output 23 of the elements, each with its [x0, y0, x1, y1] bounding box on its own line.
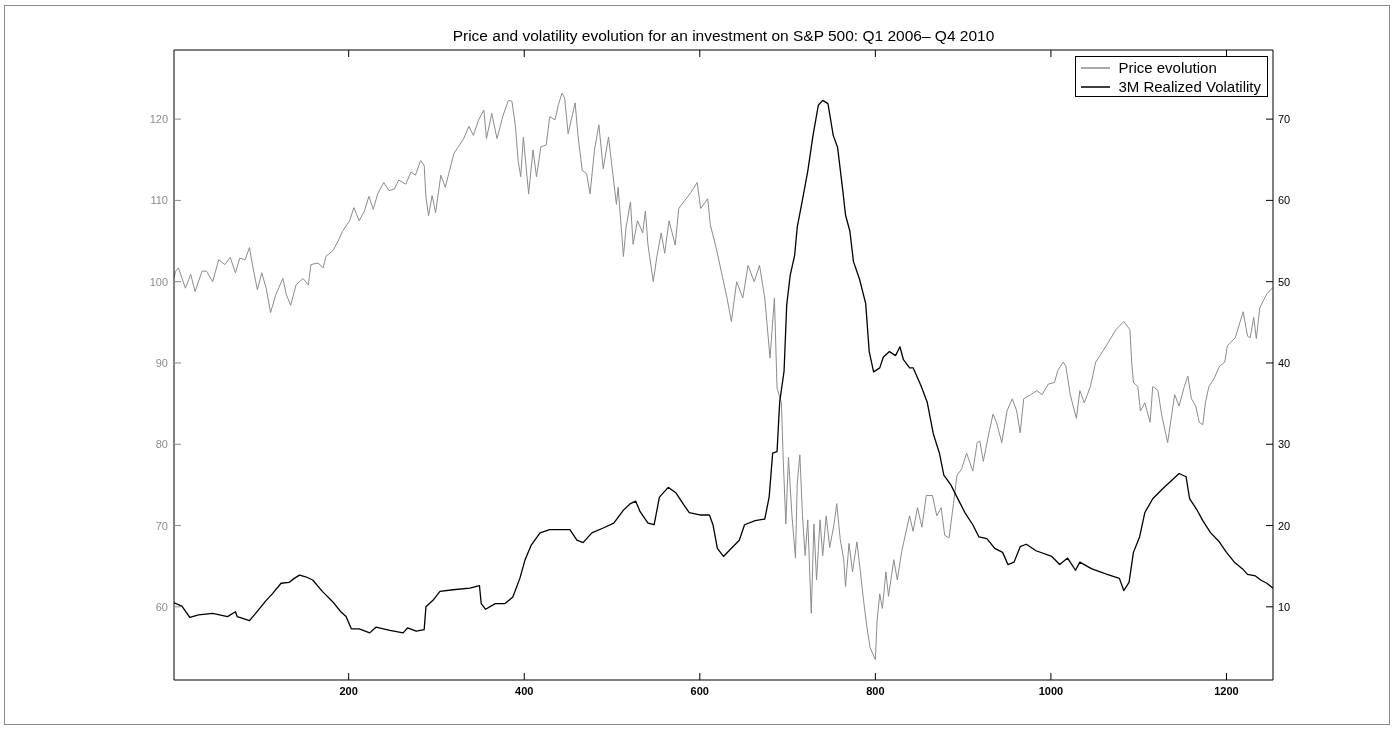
x-tick-label: 1200	[1214, 685, 1239, 697]
y2-tick-label: 40	[1278, 356, 1291, 369]
y2-tick-label: 60	[1278, 194, 1291, 207]
y2-tick-label: 70	[1278, 113, 1291, 126]
y2-tick-label: 50	[1278, 275, 1291, 288]
x-tick-label: 200	[339, 685, 358, 697]
chart-title: Price and volatility evolution for an investment on S&P 500: Q1 2006– Q4 2010	[451, 26, 996, 45]
y2-tick-label: 10	[1278, 600, 1291, 613]
y2-tick-label: 20	[1278, 519, 1291, 532]
y2-tick-label: 30	[1278, 438, 1291, 451]
legend-label: Price evolution	[1118, 58, 1217, 77]
x-tick-label: 600	[690, 685, 709, 697]
x-tick-label: 400	[515, 685, 534, 697]
y-tick-label: 120	[149, 113, 168, 126]
x-tick-label: 800	[866, 685, 885, 697]
y-tick-label: 70	[155, 519, 168, 532]
x-tick-label: 1000	[1038, 685, 1064, 697]
y-tick-label: 80	[155, 438, 168, 451]
y-tick-label: 90	[155, 356, 168, 369]
y-tick-label: 100	[149, 275, 168, 288]
legend-label: 3M Realized Volatility	[1118, 77, 1261, 96]
y-tick-label: 110	[150, 194, 168, 207]
y-tick-label: 60	[155, 600, 168, 613]
